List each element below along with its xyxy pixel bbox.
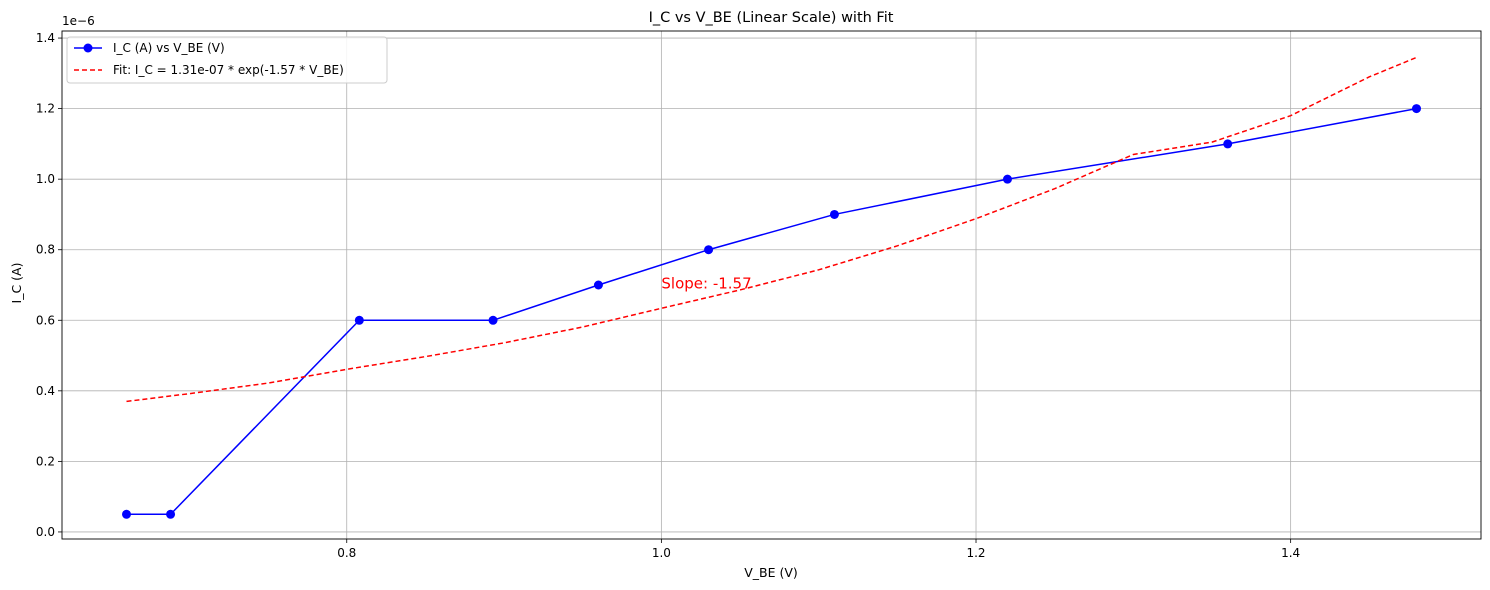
slope-annotation: Slope: -1.57 — [661, 275, 751, 293]
y-tick-label: 1.4 — [36, 31, 55, 45]
x-tick-label: 1.4 — [1281, 546, 1300, 560]
series-layer — [122, 56, 1421, 519]
y-offset-label: 1e−6 — [62, 14, 95, 28]
ticks: 0.8 1.0 1.2 1.4 0.0 0.2 0.4 0.6 0.8 1.0 1.2 1.4 — [36, 31, 1300, 560]
x-tick-label: 1.2 — [966, 546, 985, 560]
legend-marker-measured — [83, 43, 93, 53]
data-point — [488, 315, 498, 325]
data-point — [166, 509, 176, 519]
y-tick-label: 0.0 — [36, 525, 55, 539]
axes-frame — [61, 30, 1482, 540]
y-axis-label: I_C (A) — [9, 263, 24, 304]
y-tick-label: 0.6 — [36, 313, 55, 327]
series-line-1 — [126, 56, 1417, 403]
chart-title: I_C vs V_BE (Linear Scale) with Fit — [649, 10, 894, 26]
data-point — [704, 245, 714, 255]
y-tick-label: 0.4 — [36, 384, 55, 398]
data-point — [829, 209, 839, 219]
data-point — [1412, 104, 1421, 114]
data-point — [354, 315, 364, 325]
x-tick-label: 0.8 — [337, 546, 356, 560]
data-point — [1223, 139, 1233, 149]
data-point — [122, 509, 131, 519]
y-tick-label: 1.0 — [36, 172, 55, 186]
y-tick-label: 0.8 — [36, 243, 55, 257]
data-point — [593, 280, 603, 290]
legend-label-fit: Fit: I_C = 1.31e-07 * exp(-1.57 * V_BE) — [113, 63, 344, 77]
legend-box — [66, 36, 388, 84]
series-line-0 — [126, 107, 1417, 516]
y-tick-label: 0.2 — [36, 454, 55, 468]
legend-label-measured: I_C (A) vs V_BE (V) — [113, 41, 225, 55]
x-tick-label: 1.0 — [652, 546, 671, 560]
y-tick-label: 1.2 — [36, 102, 55, 116]
legend: I_C (A) vs V_BE (V) Fit: I_C = 1.31e-07 … — [66, 36, 388, 84]
x-axis-label: V_BE (V) — [744, 565, 798, 580]
data-point — [1002, 174, 1012, 184]
